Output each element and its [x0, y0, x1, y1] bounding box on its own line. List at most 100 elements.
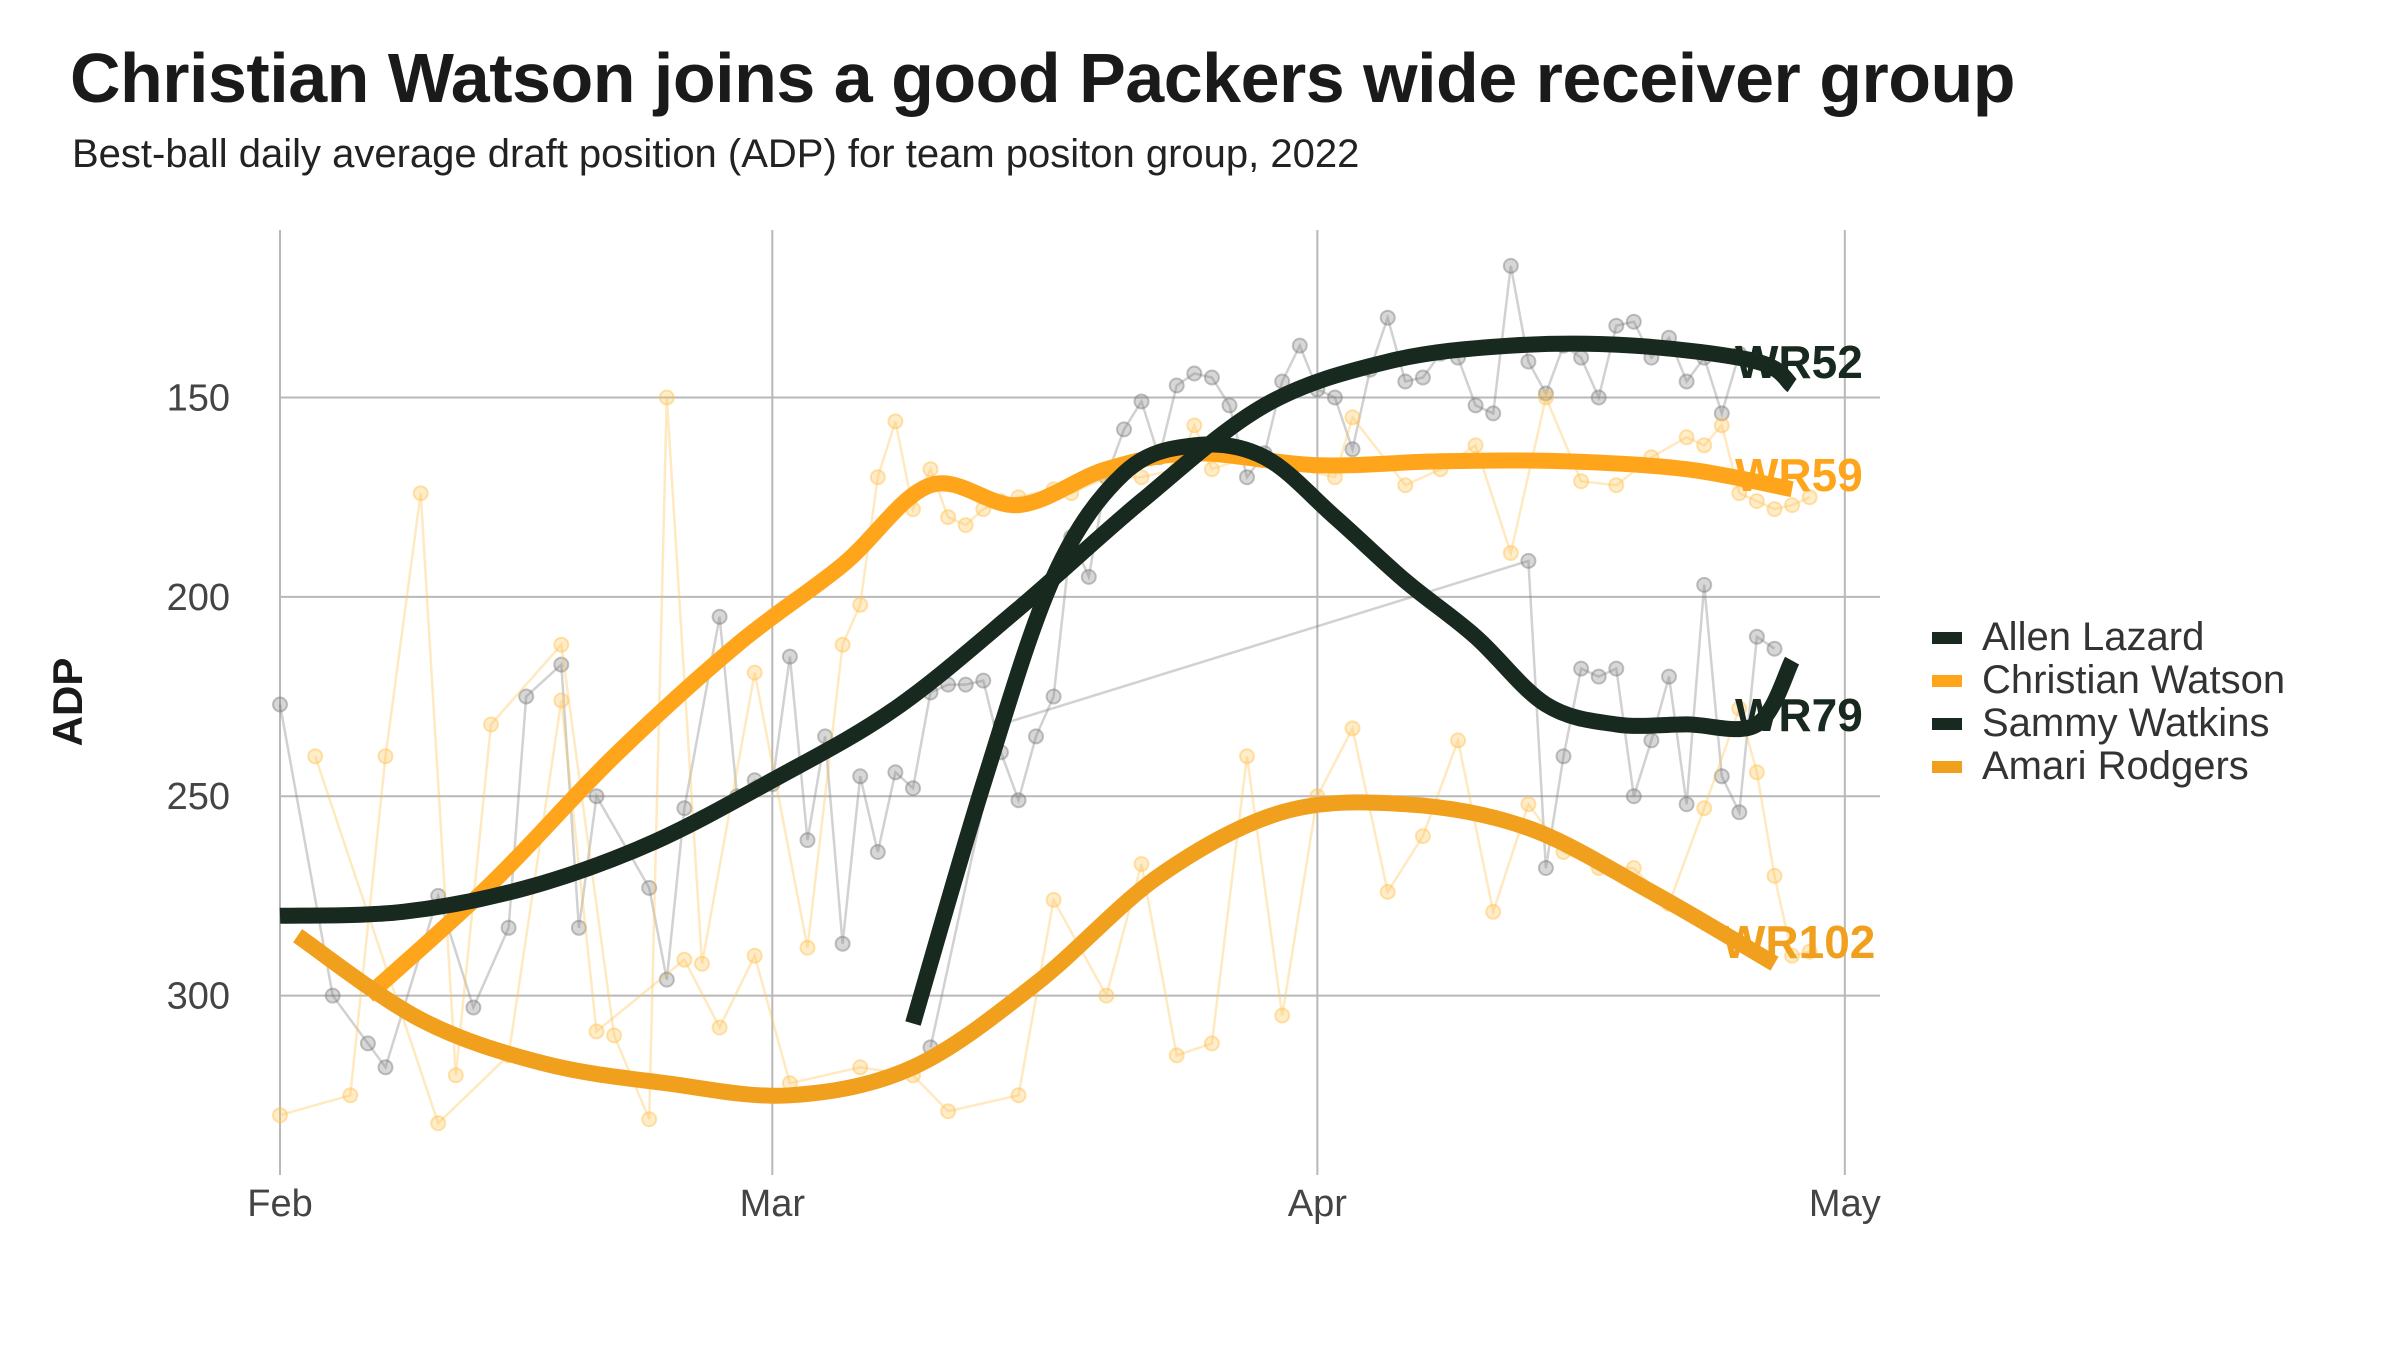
- legend-swatch: [1932, 631, 1962, 644]
- daily-point: [1010, 792, 1027, 809]
- legend-item: Amari Rodgers: [1932, 744, 2285, 788]
- daily-point: [869, 844, 886, 860]
- legend-item: Christian Watson: [1932, 658, 2286, 702]
- daily-point: [307, 748, 324, 765]
- daily-point: [1045, 688, 1062, 705]
- daily-point: [1379, 309, 1396, 326]
- end-label: WR79: [1735, 689, 1863, 741]
- legend-item: Allen Lazard: [1932, 615, 2285, 659]
- daily-point: [1713, 405, 1730, 422]
- daily-point: [1766, 867, 1783, 884]
- daily-point: [1696, 437, 1713, 454]
- daily-point: [1801, 489, 1818, 506]
- daily-point: [342, 1087, 359, 1104]
- daily-point: [834, 935, 851, 952]
- trend-line: [293, 794, 1779, 1104]
- daily-point: [957, 517, 974, 534]
- daily-point: [1625, 788, 1642, 805]
- legend-label: Allen Lazard: [1982, 615, 2205, 659]
- legend-swatch: [1932, 674, 1962, 687]
- daily-point: [1379, 883, 1396, 900]
- daily-point: [606, 1027, 623, 1044]
- daily-point: [1186, 417, 1203, 434]
- y-axis-title: ADP: [44, 658, 91, 747]
- daily-point: [940, 509, 957, 526]
- daily-point: [1397, 477, 1414, 494]
- legend-swatch: [1932, 717, 1962, 730]
- daily-point: [1326, 389, 1343, 406]
- daily-point: [1537, 860, 1554, 876]
- legend-item: Sammy Watkins: [1932, 701, 2285, 745]
- daily-point: [799, 939, 816, 956]
- daily-point: [1098, 987, 1115, 1004]
- daily-point: [1661, 668, 1677, 685]
- daily-point: [1186, 365, 1203, 382]
- daily-point: [1573, 660, 1590, 677]
- daily-point: [1696, 800, 1713, 817]
- daily-point: [746, 664, 763, 681]
- daily-point: [1502, 257, 1519, 274]
- daily-point: [1537, 389, 1554, 406]
- daily-point: [1414, 828, 1431, 845]
- daily-point: [447, 1067, 464, 1084]
- end-label: WR59: [1735, 449, 1863, 501]
- daily-point: [1450, 732, 1466, 749]
- daily-point: [1502, 545, 1519, 561]
- daily-point: [641, 1111, 658, 1128]
- daily-point: [1344, 441, 1361, 458]
- daily-point: [483, 716, 499, 733]
- legend-label: Christian Watson: [1982, 658, 2286, 702]
- daily-point: [1625, 313, 1642, 330]
- daily-line: [929, 559, 1776, 1048]
- daily-point: [553, 636, 570, 653]
- daily-point: [1203, 1035, 1220, 1052]
- daily-point: [1485, 405, 1502, 422]
- daily-point: [1590, 389, 1607, 406]
- daily-point: [799, 832, 816, 849]
- daily-point: [1748, 764, 1765, 781]
- daily-point: [1748, 493, 1765, 510]
- daily-point: [1291, 337, 1308, 354]
- legend-label: Amari Rodgers: [1982, 744, 2249, 788]
- daily-point: [1520, 796, 1537, 813]
- daily-point: [1678, 796, 1695, 813]
- daily-point: [957, 676, 974, 693]
- x-tick-label: May: [1809, 1183, 1881, 1225]
- daily-point: [570, 919, 587, 936]
- x-tick-label: Mar: [740, 1183, 806, 1225]
- daily-point: [1239, 748, 1255, 765]
- daily-line: [278, 265, 1741, 1071]
- daily-point: [1467, 437, 1484, 454]
- daily-point: [658, 389, 675, 406]
- daily-point: [676, 951, 693, 968]
- daily-point: [781, 648, 798, 665]
- daily-point: [887, 413, 904, 430]
- legend-label: Sammy Watkins: [1982, 701, 2270, 745]
- daily-point: [553, 656, 570, 673]
- daily-point: [1573, 473, 1590, 490]
- chart-title: Christian Watson joins a good Packers wi…: [70, 39, 2015, 117]
- daily-point: [852, 768, 869, 785]
- daily-point: [1080, 568, 1097, 585]
- daily-point: [1713, 417, 1730, 434]
- daily-point: [518, 688, 535, 705]
- end-labels-layer: WR52 WR59 WR79 WR102: [1722, 336, 1875, 968]
- daily-point: [1696, 576, 1713, 593]
- daily-point: [658, 971, 675, 988]
- daily-point: [940, 1103, 957, 1120]
- daily-point: [1010, 1087, 1027, 1104]
- daily-point: [887, 764, 904, 781]
- daily-point: [1766, 640, 1783, 657]
- y-tick-label: 250: [167, 776, 230, 818]
- daily-point: [588, 788, 605, 805]
- daily-point: [1485, 903, 1502, 920]
- daily-point: [412, 485, 429, 502]
- daily-point: [1748, 628, 1765, 645]
- daily-point: [1520, 353, 1537, 370]
- daily-point: [1239, 469, 1255, 486]
- daily-point: [1520, 552, 1537, 569]
- daily-point: [869, 469, 886, 486]
- daily-point: [430, 1115, 447, 1132]
- daily-point: [1678, 429, 1695, 446]
